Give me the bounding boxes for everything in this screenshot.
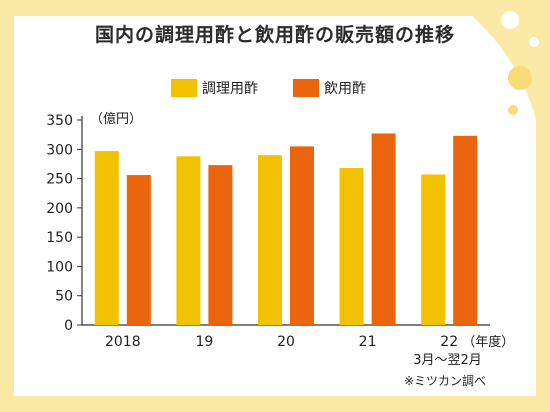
legend-swatch — [293, 79, 319, 97]
x-tick-label: 22 — [440, 334, 458, 350]
x-axis-unit-label: （年度） — [462, 334, 514, 350]
decorative-bubble — [508, 66, 532, 90]
decorative-bubble — [508, 105, 518, 115]
bar-drinking — [371, 133, 396, 325]
bar-cooking — [421, 174, 446, 325]
legend-label: 飲用酢 — [324, 81, 366, 97]
bar-cooking — [339, 168, 364, 325]
y-axis-unit-label: （億円） — [90, 111, 142, 127]
y-tick-label: 100 — [46, 259, 73, 275]
source-note: ※ミツカン調べ — [403, 374, 486, 388]
decorative-bubble — [494, 46, 502, 54]
y-tick-label: 200 — [46, 201, 73, 217]
bar-cooking — [258, 155, 282, 325]
legend-label: 調理用酢 — [202, 81, 258, 97]
decorative-bubble — [529, 37, 539, 47]
bar-cooking — [94, 151, 119, 325]
x-tick-label: 21 — [359, 334, 377, 350]
bar-drinking — [453, 135, 478, 325]
y-tick-label: 0 — [64, 318, 73, 334]
chart-title: 国内の調理用酢と飲用酢の販売額の推移 — [94, 24, 455, 46]
y-tick-label: 350 — [46, 113, 73, 129]
decorative-bubble — [501, 11, 519, 29]
legend-swatch — [171, 79, 197, 97]
x-tick-label: 20 — [277, 334, 295, 350]
x-axis-note: 3月〜翌2月 — [413, 353, 482, 368]
bar-cooking — [176, 156, 201, 325]
y-tick-label: 250 — [46, 172, 73, 188]
y-tick-label: 300 — [46, 142, 73, 158]
bar-drinking — [208, 165, 233, 325]
y-tick-label: 150 — [46, 230, 73, 246]
y-tick-label: 50 — [55, 289, 73, 305]
x-tick-label: 2018 — [105, 334, 141, 350]
bar-drinking — [290, 146, 314, 325]
bar-drinking — [126, 175, 151, 325]
x-tick-label: 19 — [195, 334, 213, 350]
